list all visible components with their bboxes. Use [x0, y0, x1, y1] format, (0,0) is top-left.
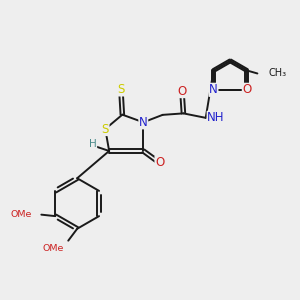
Text: NH: NH [207, 111, 225, 124]
Text: O: O [242, 83, 252, 96]
Text: N: N [139, 116, 148, 129]
Text: S: S [102, 122, 109, 136]
Text: H: H [89, 139, 97, 148]
Text: O: O [177, 85, 187, 98]
Text: OMe: OMe [10, 210, 32, 219]
Text: OMe: OMe [42, 244, 64, 253]
Text: S: S [117, 83, 124, 96]
Text: CH₃: CH₃ [269, 68, 287, 79]
Text: O: O [155, 156, 164, 169]
Text: N: N [209, 83, 218, 96]
